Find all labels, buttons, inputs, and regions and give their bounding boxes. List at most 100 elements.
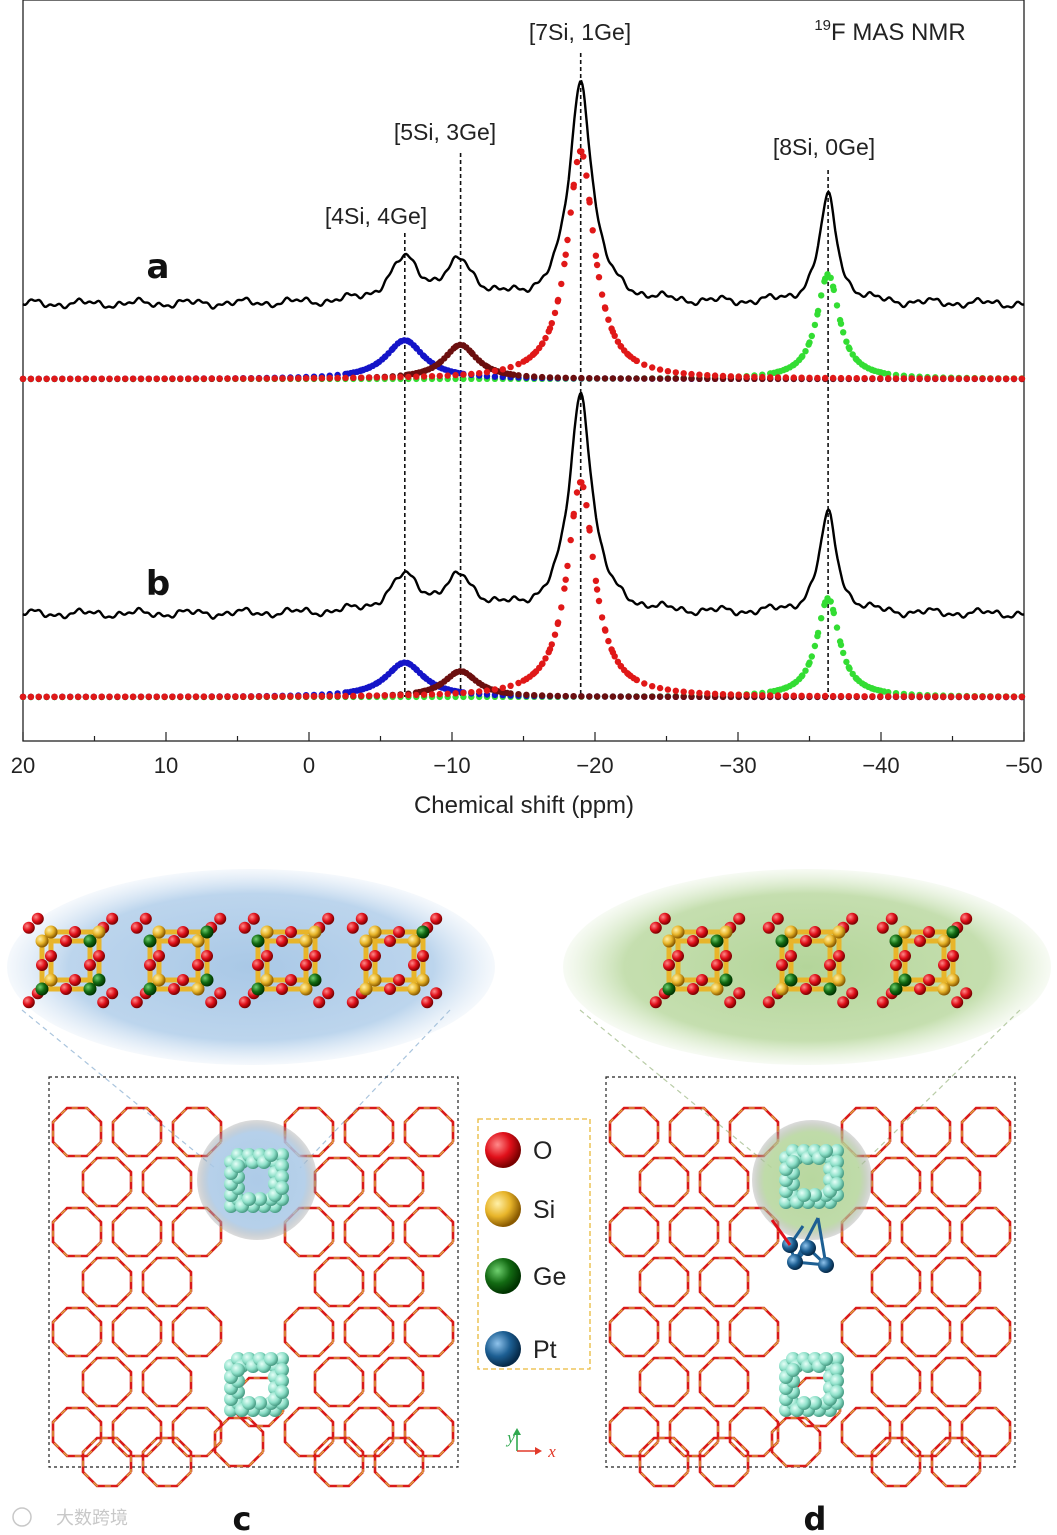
framework-ring: [344, 1107, 394, 1157]
framework-ring: [81, 1156, 133, 1208]
fit-point: [908, 693, 915, 700]
fit-point: [310, 693, 318, 700]
fit-point: [137, 693, 145, 700]
deconvolution-series: [19, 595, 1026, 701]
o-atom: [960, 912, 973, 925]
fit-point: [880, 688, 888, 695]
fit-point: [811, 321, 819, 329]
d4r-atom: [830, 1144, 844, 1158]
framework-ring: [142, 1357, 192, 1407]
d4r-units: [224, 1144, 844, 1417]
fit-point: [656, 684, 664, 692]
framework-ring: [403, 1306, 455, 1358]
d4r-atom: [231, 1159, 245, 1173]
framework-ring: [609, 1107, 659, 1157]
fit-point: [185, 375, 192, 382]
watermark-text: 大数跨境: [56, 1508, 128, 1529]
fit-point: [452, 690, 459, 697]
framework-ring: [82, 1157, 132, 1207]
framework-ring: [771, 1417, 821, 1467]
o-atom: [430, 912, 443, 925]
fit-point: [542, 655, 549, 662]
si-atom: [308, 925, 322, 939]
framework-ring: [344, 1207, 394, 1257]
fit-point: [845, 693, 852, 700]
fit-point: [420, 373, 428, 380]
fit-point: [743, 373, 750, 380]
fit-point: [59, 375, 66, 382]
fit-point: [428, 691, 436, 698]
o-atom: [890, 959, 902, 971]
pt-cluster: [770, 1217, 834, 1273]
fit-point: [476, 688, 483, 695]
fit-point: [672, 375, 679, 382]
framework-ring: [900, 1406, 952, 1458]
framework-ring: [870, 1436, 922, 1488]
fit-point: [1018, 693, 1026, 700]
fit-point: [510, 371, 517, 378]
si-atom: [44, 925, 58, 939]
fit-point: [593, 375, 601, 382]
fit-point: [576, 479, 584, 486]
fit-point: [255, 693, 263, 700]
fit-point: [90, 375, 98, 382]
fit-point: [504, 689, 511, 697]
framework-ring: [214, 1417, 264, 1467]
fit-point: [413, 373, 420, 380]
o-atom: [177, 926, 189, 938]
fit-point: [840, 649, 847, 657]
framework-ring: [141, 1156, 193, 1208]
si-atom: [671, 973, 685, 987]
framework-ring: [314, 1357, 364, 1407]
fit-point: [1010, 693, 1018, 700]
ge-atom: [898, 973, 912, 987]
framework-ring: [112, 1207, 162, 1257]
fit-point: [829, 374, 837, 382]
o-atom: [785, 950, 797, 962]
framework-ring: [283, 1306, 335, 1358]
fit-point: [389, 692, 396, 699]
o-atom: [84, 959, 96, 971]
o-atom: [346, 921, 359, 934]
framework-ring: [112, 1407, 162, 1457]
experimental-spectra: [22, 79, 1025, 621]
fit-point: [232, 375, 239, 382]
o-atom: [393, 926, 405, 938]
ge-atom: [251, 934, 265, 948]
x-tick-label: 10: [154, 753, 178, 778]
fit-point: [759, 692, 766, 699]
framework-ring: [698, 1256, 750, 1308]
framework-ring: [82, 1357, 132, 1407]
fit-point: [224, 693, 231, 700]
fit-point: [523, 691, 530, 698]
fit-point: [145, 693, 152, 700]
fit-point: [302, 693, 310, 700]
d4r-atom: [830, 1363, 844, 1377]
fit-point: [649, 683, 656, 690]
fit-point: [106, 375, 113, 382]
d4r-atom: [275, 1148, 289, 1162]
framework-ring: [699, 1157, 749, 1207]
si-atom: [946, 973, 960, 987]
pt-atom: [818, 1257, 834, 1273]
fit-point: [460, 689, 467, 697]
o-atom: [192, 959, 204, 971]
ge-atom: [35, 982, 49, 996]
fit-point: [947, 375, 955, 382]
o-atom: [36, 959, 48, 971]
fit-point: [428, 373, 436, 380]
framework-ring: [314, 1437, 364, 1487]
fit-point: [538, 373, 546, 381]
fit-point: [767, 692, 774, 699]
fit-point: [51, 375, 58, 382]
fit-point: [545, 328, 552, 335]
d4r-atom: [275, 1352, 289, 1366]
fit-point: [564, 562, 571, 570]
fit-point: [861, 693, 868, 700]
fit-point: [633, 676, 640, 684]
fit-point: [483, 369, 491, 376]
framework-ring: [870, 1156, 922, 1208]
fit-point: [578, 693, 585, 700]
zeolite-framework-d: [608, 1106, 1012, 1488]
o-atom: [285, 926, 297, 938]
